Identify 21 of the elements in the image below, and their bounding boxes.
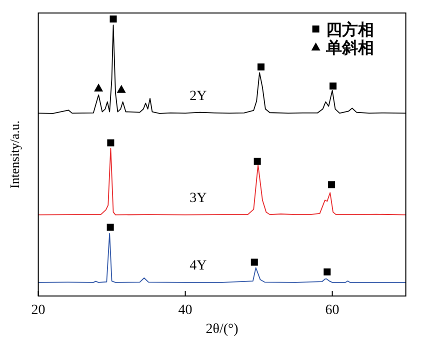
annotation: 2Y: [190, 89, 207, 104]
point: [107, 139, 114, 146]
point: [250, 258, 258, 266]
annotation: 4Y: [190, 258, 207, 274]
point: [116, 84, 126, 93]
point: [254, 158, 261, 165]
point: [94, 83, 104, 92]
x-axis-title: 2θ/(°): [206, 322, 239, 337]
y-axis-title: Intensity/a.u.: [7, 120, 22, 188]
point: [106, 224, 114, 231]
x-tick-label: 20: [31, 303, 46, 318]
legend-label: 四方相: [326, 20, 374, 39]
point: [330, 82, 337, 90]
point: [110, 16, 117, 22]
point: [324, 268, 331, 276]
point: [328, 181, 336, 188]
legend-label: 单斜相: [324, 39, 374, 57]
point: [258, 63, 265, 70]
annotation: 3Y: [190, 190, 207, 206]
x-tick-label: 60: [325, 303, 340, 318]
x-tick-label: 40: [178, 303, 192, 318]
